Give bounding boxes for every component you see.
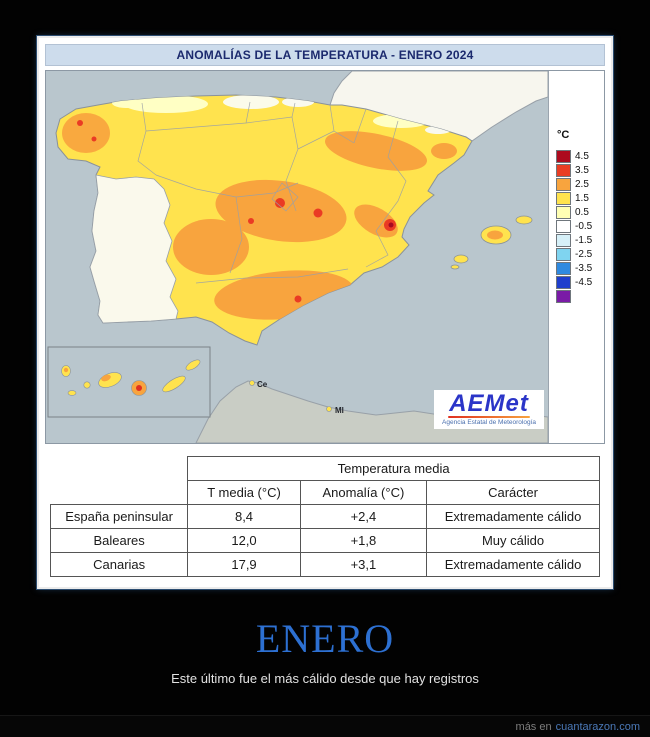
aemet-logo-swoosh-icon [448,416,530,418]
site-footer: más en cuantarazon.com [0,715,650,737]
ceuta-marker: Ce [249,380,268,389]
legend-tick-label: -2.5 [575,248,593,260]
tmedia-cell: 12,0 [187,528,301,553]
legend-tick-label: 3.5 [575,164,589,176]
map-canvas: Ce Ml AEMet Agencia Estatal de Meteorolo… [46,71,548,443]
table-row: España peninsular 8,4 +2,4 Extremadament… [49,504,600,529]
legend-tick-label: -1.5 [575,234,593,246]
color-scale-legend: °C 4.5 3.5 2.5 1.5 0.5 -0.5 -1.5 -2.5 -3… [548,71,604,443]
aemet-logo-text: AEMet [449,390,529,417]
portugal-land [89,174,179,324]
balearic-islands [450,215,533,270]
legend-row: 4.5 [549,149,604,163]
footer-prefix: más en [515,720,552,733]
legend-swatch [556,205,571,219]
table-row: Baleares 12,0 +1,8 Muy cálido [49,528,600,553]
region-cell: España peninsular [49,504,189,529]
column-header-tmedia: T media (°C) [187,480,301,505]
caracter-cell: Muy cálido [426,528,600,553]
column-header-caracter: Carácter [426,480,600,505]
legend-tick-label: -3.5 [575,262,593,274]
legend-unit-label: °C [557,129,570,141]
legend-swatch [556,247,571,261]
region-cell: Baleares [49,528,189,553]
legend-row: 3.5 [549,163,604,177]
ceuta-label: Ce [257,380,268,389]
legend-tick-label: 1.5 [575,192,589,204]
legend-row: 2.5 [549,177,604,191]
anomalia-cell: +2,4 [299,504,428,529]
legend-swatch [556,191,571,205]
canary-islands-inset [47,346,211,418]
legend-row: 1.5 [549,191,604,205]
legend-tick-label: 0.5 [575,206,589,218]
legend-row: -4.5 [549,275,604,289]
poster-title: ENERO [255,616,395,661]
region-cell: Canarias [49,552,189,577]
caracter-cell: Extremadamente cálido [426,504,600,529]
legend-swatch [556,219,571,233]
legend-swatch [556,289,571,303]
legend-tick-label: -4.5 [575,276,593,288]
aemet-logo: AEMet Agencia Estatal de Meteorología [434,390,544,429]
melilla-marker: Ml [326,406,344,415]
tmedia-cell: 8,4 [187,504,301,529]
legend-row: -0.5 [549,219,604,233]
map-title: ANOMALÍAS DE LA TEMPERATURA - ENERO 2024 [45,44,605,66]
legend-row [549,289,604,303]
group-header-cell: Temperatura media [187,456,600,481]
legend-swatch [556,163,571,177]
legend-tick-label: 2.5 [575,178,589,190]
aemet-logo-subtitle: Agencia Estatal de Meteorología [442,419,536,426]
melilla-label: Ml [335,406,344,415]
blank-cell [51,457,188,481]
legend-swatch [556,149,571,163]
table-row: Canarias 17,9 +3,1 Extremadamente cálido [49,552,600,577]
poster-caption: Este último fue el más cálido desde que … [171,671,479,686]
legend-row: -1.5 [549,233,604,247]
anomalia-cell: +1,8 [299,528,428,553]
legend-row: -3.5 [549,261,604,275]
region-borders [137,101,407,284]
spain-anomaly-map: Ce Ml [46,71,548,443]
anomalia-cell: +3,1 [299,552,428,577]
temperature-table: Temperatura media T media (°C) Anomalía … [49,456,600,577]
legend-tick-label: -0.5 [575,220,593,232]
blank-cell [51,481,188,505]
table-column-header-row: T media (°C) Anomalía (°C) Carácter [51,480,600,505]
legend-tick-label: 4.5 [575,150,589,162]
legend-swatch [556,261,571,275]
legend-swatch [556,233,571,247]
poster-frame: ANOMALÍAS DE LA TEMPERATURA - ENERO 2024 [36,35,614,590]
column-header-anomalia: Anomalía (°C) [299,480,428,505]
caracter-cell: Extremadamente cálido [426,552,600,577]
tmedia-cell: 17,9 [187,552,301,577]
legend-row: -2.5 [549,247,604,261]
legend-swatch [556,275,571,289]
legend-row: 0.5 [549,205,604,219]
table-group-header-row: Temperatura media [51,456,600,481]
map-area: Ce Ml AEMet Agencia Estatal de Meteorolo… [45,70,605,444]
legend-swatch [556,177,571,191]
site-link[interactable]: cuantarazon.com [555,720,640,733]
